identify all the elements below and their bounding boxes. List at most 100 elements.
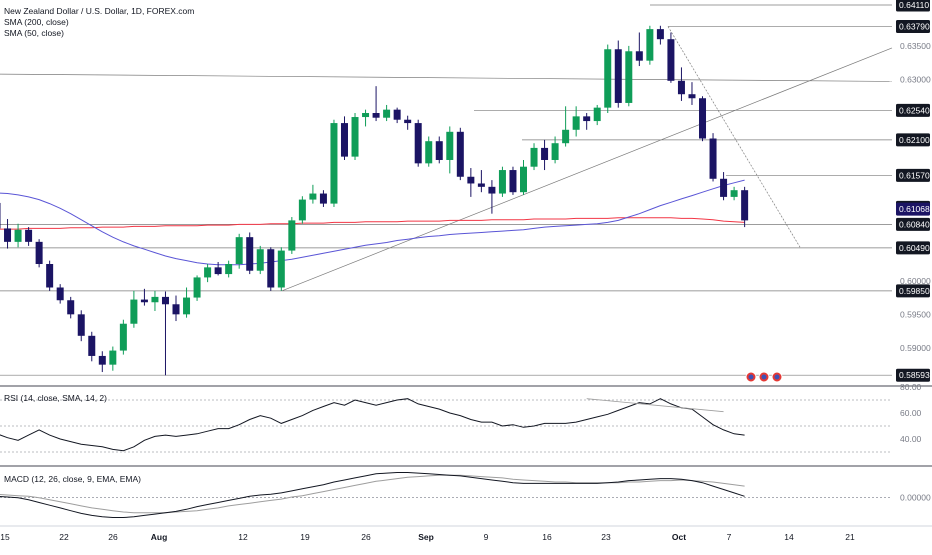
candle-body: [425, 141, 433, 164]
candle: [488, 180, 496, 214]
candle-body: [509, 170, 517, 193]
candle: [688, 82, 696, 105]
macd-line: [0, 472, 745, 518]
candle: [67, 296, 75, 319]
macd-pane-title[interactable]: MACD (12, 26, close, 9, EMA, EMA): [4, 474, 141, 484]
candle: [298, 196, 306, 224]
candle: [4, 219, 12, 249]
candle-body: [741, 190, 749, 221]
sma50-line: [0, 179, 745, 266]
candle: [530, 143, 538, 171]
candle-body: [298, 199, 306, 221]
price-tick-label: 0.63500: [900, 41, 931, 51]
candle-body: [46, 264, 54, 288]
candle: [77, 310, 85, 342]
candle-body: [98, 355, 106, 365]
candle: [88, 331, 96, 362]
candle: [656, 25, 664, 45]
candle: [372, 86, 380, 122]
candle: [709, 133, 717, 182]
candle-body: [340, 123, 348, 157]
flag-icon-center: [774, 374, 780, 380]
candle: [562, 106, 570, 147]
sma200-legend[interactable]: SMA (200, close): [4, 17, 69, 27]
candle: [277, 247, 285, 291]
candle: [498, 166, 506, 197]
candle-body: [351, 117, 359, 157]
candle-body: [562, 129, 570, 144]
candle-body: [498, 170, 506, 194]
candle-body: [56, 287, 64, 301]
candle-body: [225, 264, 233, 275]
candle-body: [183, 297, 191, 315]
candle-body: [277, 250, 285, 288]
price-tick-label: 0.63000: [900, 74, 931, 84]
time-axis-label: Aug: [151, 532, 168, 542]
candle: [509, 166, 517, 195]
price-level-tag-label: 0.58593: [899, 370, 930, 380]
candle: [477, 170, 485, 193]
price-level-tag: [896, 0, 930, 12]
candle: [383, 104, 391, 122]
macd-signal-line: [0, 474, 745, 514]
candle-body: [541, 147, 549, 160]
candle: [351, 113, 359, 160]
candle: [720, 172, 728, 201]
rsi-pane-title[interactable]: RSI (14, close, SMA, 14, 2): [4, 393, 107, 403]
trend-line: [0, 73, 893, 82]
candle-body: [0, 202, 1, 229]
price-level-tag-label: 0.63790: [899, 21, 930, 31]
candle: [140, 288, 148, 306]
candle: [699, 96, 707, 142]
candle-body: [435, 141, 443, 160]
candle: [362, 109, 370, 127]
candle: [56, 284, 64, 304]
candle: [340, 116, 348, 160]
price-level-tag: [896, 217, 930, 231]
candle-body: [604, 49, 612, 108]
symbol-title[interactable]: New Zealand Dollar / U.S. Dollar, 1D, FO…: [4, 6, 195, 16]
candle: [246, 232, 254, 275]
candle-body: [4, 228, 12, 242]
candle-body: [193, 277, 201, 298]
candle-body: [14, 229, 22, 242]
price-level-tag-label: 0.60490: [899, 243, 930, 253]
rsi-divergence-line: [586, 398, 724, 413]
candle-body: [204, 267, 212, 278]
rsi-tick-label: 80.00: [900, 382, 922, 392]
candle: [520, 159, 527, 195]
candle-body: [130, 299, 138, 324]
candle: [172, 295, 180, 322]
main-legend: New Zealand Dollar / U.S. Dollar, 1D, FO…: [4, 6, 194, 39]
candle-body: [730, 190, 738, 197]
candle-body: [77, 314, 85, 336]
price-level-tag: [896, 241, 930, 255]
candle: [256, 245, 264, 275]
candle-body: [625, 51, 633, 103]
price-level-tag-label: 0.62540: [899, 105, 930, 115]
candle-body: [414, 123, 422, 164]
price-level-tag-label: 0.62100: [899, 135, 930, 145]
sma50-legend[interactable]: SMA (50, close): [4, 28, 64, 38]
time-axis-label: Oct: [672, 532, 686, 542]
candle-body: [520, 166, 527, 193]
candle: [446, 126, 454, 174]
time-axis-label: 15: [0, 532, 10, 542]
candle-body: [404, 119, 412, 124]
economic-event-flag: [758, 371, 770, 383]
price-level-tag-label: 0.59850: [899, 286, 930, 296]
rsi-tick-label: 40.00: [900, 434, 922, 444]
candle: [183, 287, 191, 318]
candle-body: [477, 183, 485, 187]
candle-body: [109, 350, 117, 365]
time-axis-label: 14: [784, 532, 794, 542]
candle: [288, 217, 296, 254]
price-level-tag-label: 0.61068: [899, 204, 930, 214]
flag-icon-center: [761, 374, 767, 380]
candle-body: [720, 178, 728, 197]
candle: [225, 260, 233, 278]
time-axis-label: 7: [727, 532, 732, 542]
candle: [98, 351, 106, 373]
